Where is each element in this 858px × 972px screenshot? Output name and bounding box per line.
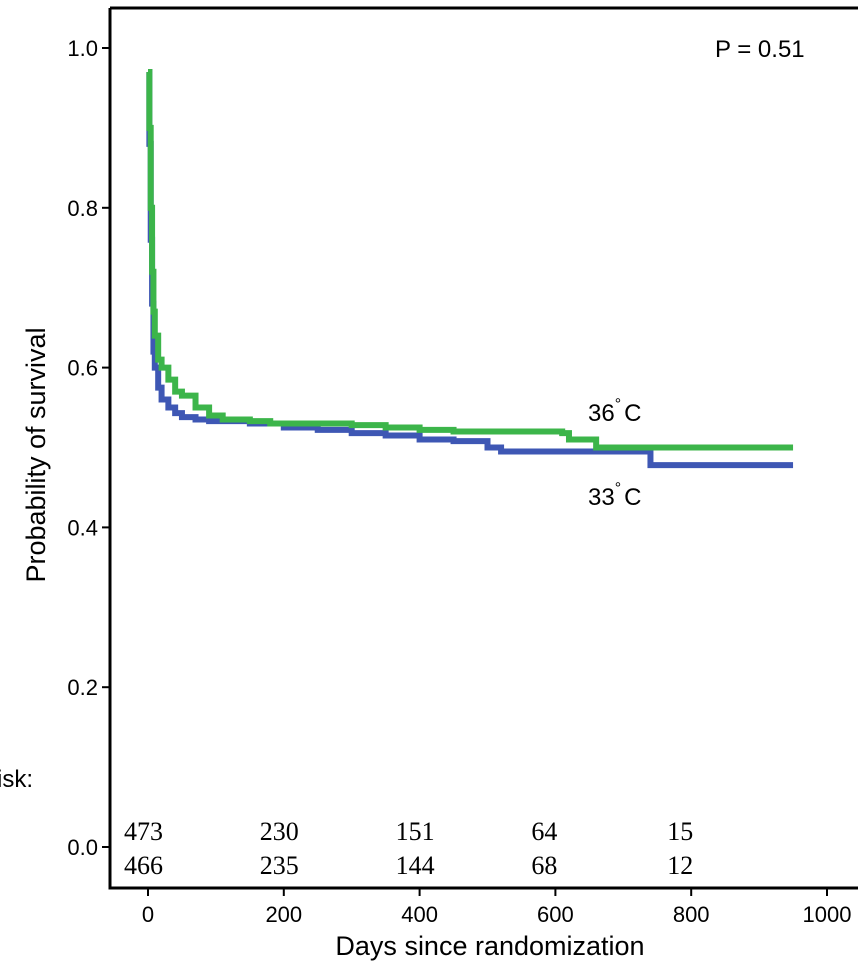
x-tick-label: 200 <box>265 902 302 927</box>
plot-border <box>108 6 858 890</box>
y-tick-label: 0.6 <box>67 356 98 381</box>
x-axis-title: Days since randomization <box>335 931 644 961</box>
y-tick-label: 0.0 <box>67 835 98 860</box>
at-risk-count: 68 <box>531 851 557 880</box>
at-risk-count: 151 <box>396 817 435 846</box>
at-risk-count: 64 <box>531 817 557 846</box>
x-axis-ticks: 0 200 400 600 800 1000 <box>142 888 852 927</box>
x-tick-label: 400 <box>401 902 438 927</box>
at-risk-count: 473 <box>124 817 163 846</box>
x-tick-label: 800 <box>673 902 710 927</box>
survival-curves <box>146 68 794 469</box>
y-axis-ticks: 0.0 0.2 0.4 0.6 0.8 1.0 <box>67 36 110 860</box>
at-risk-table: 473 230 151 64 15 466 235 144 68 12 <box>124 817 693 880</box>
series-line-36c <box>146 68 794 451</box>
y-tick-label: 0.2 <box>67 675 98 700</box>
series-label-33c: 33° C <box>588 480 641 511</box>
y-tick-label: 1.0 <box>67 36 98 61</box>
y-tick-label: 0.8 <box>67 196 98 221</box>
y-axis-title: Probability of survival <box>21 327 51 582</box>
risk-label: isk: <box>0 766 33 793</box>
series-label-36c: 36° C <box>588 396 641 427</box>
plot-frame <box>108 6 858 890</box>
x-tick-label: 0 <box>142 902 154 927</box>
at-risk-count: 230 <box>260 817 299 846</box>
at-risk-count: 466 <box>124 851 163 880</box>
at-risk-count: 15 <box>667 817 693 846</box>
p-value-annotation: P = 0.51 <box>715 36 805 63</box>
x-tick-label: 600 <box>537 902 574 927</box>
at-risk-count: 144 <box>396 851 435 880</box>
x-tick-label: 1000 <box>803 902 852 927</box>
at-risk-count: 235 <box>260 851 299 880</box>
series-line-33c <box>146 68 794 469</box>
y-tick-label: 0.4 <box>67 515 98 540</box>
at-risk-count: 12 <box>667 851 693 880</box>
